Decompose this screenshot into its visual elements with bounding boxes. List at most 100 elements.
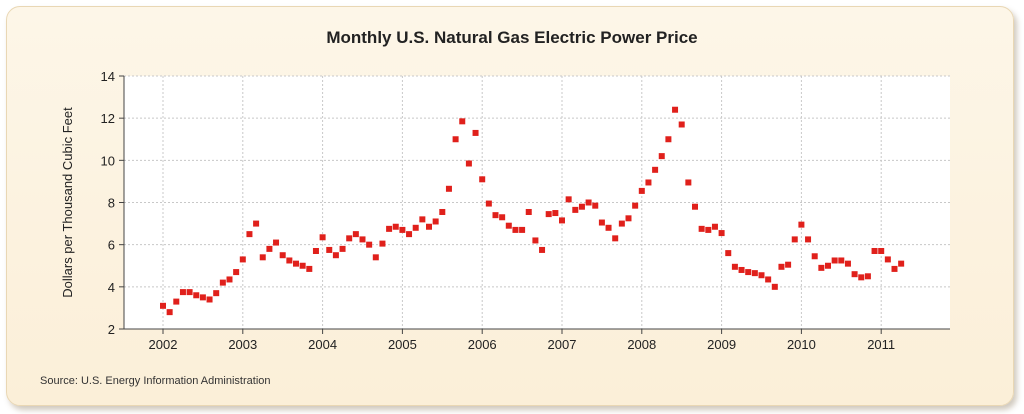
- x-tick-label: 2007: [548, 337, 577, 352]
- data-point: [479, 176, 486, 183]
- data-point: [705, 226, 712, 233]
- data-point: [638, 187, 645, 194]
- data-point: [618, 220, 625, 227]
- data-point: [519, 226, 526, 233]
- data-point: [286, 257, 293, 264]
- data-point: [186, 289, 193, 296]
- y-tick-label: 8: [108, 196, 115, 211]
- data-point: [632, 202, 639, 209]
- data-point: [419, 216, 426, 223]
- data-point: [718, 230, 725, 237]
- data-point: [213, 290, 220, 297]
- data-point: [499, 214, 506, 221]
- data-points: [160, 106, 905, 316]
- data-point: [306, 265, 313, 272]
- data-point: [166, 309, 173, 316]
- data-point: [326, 246, 333, 253]
- data-point: [346, 235, 353, 242]
- data-point: [731, 263, 738, 270]
- data-point: [838, 257, 845, 264]
- data-point: [293, 260, 299, 267]
- data-point: [692, 203, 698, 210]
- data-point: [765, 276, 772, 283]
- data-point: [366, 241, 373, 248]
- x-tick-label: 2003: [228, 337, 257, 352]
- data-point: [864, 273, 871, 280]
- axes: [119, 75, 950, 334]
- data-point: [811, 253, 818, 260]
- data-point: [299, 262, 306, 269]
- gridlines: [124, 75, 950, 329]
- data-point: [233, 269, 240, 276]
- data-point: [898, 260, 905, 267]
- data-point: [432, 218, 439, 225]
- data-point: [652, 166, 659, 173]
- data-point: [605, 224, 612, 231]
- data-point: [199, 294, 206, 301]
- x-tick-label: 2004: [308, 337, 337, 352]
- data-point: [485, 200, 492, 207]
- data-point: [173, 298, 180, 305]
- data-point: [878, 247, 885, 254]
- y-tick-label: 2: [108, 322, 115, 337]
- data-point: [539, 246, 546, 253]
- data-point: [352, 231, 359, 238]
- data-point: [871, 247, 878, 254]
- data-point: [532, 237, 539, 244]
- data-point: [412, 224, 419, 231]
- y-tick-labels: 2 4 6 8 10 12 14: [101, 69, 115, 337]
- data-point: [406, 231, 413, 238]
- data-point: [798, 221, 805, 228]
- data-point: [452, 136, 459, 143]
- data-point: [685, 179, 692, 186]
- data-point: [758, 272, 765, 279]
- y-tick-label: 14: [101, 69, 115, 84]
- data-point: [891, 265, 898, 272]
- x-tick-label: 2002: [149, 337, 178, 352]
- data-point: [884, 256, 891, 263]
- data-point: [658, 153, 665, 160]
- data-point: [392, 223, 399, 230]
- data-point: [246, 231, 253, 238]
- data-point: [339, 245, 346, 252]
- x-tick-label: 2006: [468, 337, 497, 352]
- x-tick-label: 2005: [388, 337, 417, 352]
- data-point: [844, 260, 851, 267]
- data-point: [818, 264, 825, 271]
- y-tick-label: 12: [101, 111, 115, 126]
- source-note: Source: U.S. Energy Information Administ…: [40, 375, 271, 387]
- x-tick-label: 2008: [627, 337, 656, 352]
- data-point: [193, 292, 200, 299]
- data-point: [725, 250, 732, 257]
- data-point: [372, 254, 379, 261]
- data-point: [612, 235, 619, 242]
- data-point: [559, 217, 565, 224]
- data-point: [598, 219, 605, 226]
- data-point: [279, 252, 286, 259]
- data-point: [645, 179, 652, 186]
- data-point: [711, 223, 718, 230]
- data-point: [512, 226, 519, 233]
- data-point: [851, 271, 858, 278]
- data-point: [738, 266, 745, 273]
- data-point: [426, 223, 432, 230]
- data-point: [505, 222, 512, 229]
- data-point: [273, 239, 280, 246]
- x-tick-label: 2011: [867, 337, 895, 352]
- y-axis-title: Dollars per Thousand Cubic Feet: [60, 107, 75, 298]
- x-tick-label: 2010: [787, 337, 816, 352]
- data-point: [386, 225, 393, 232]
- data-point: [492, 212, 499, 219]
- data-point: [785, 261, 792, 268]
- data-point: [805, 236, 812, 243]
- data-point: [585, 199, 592, 206]
- y-tick-label: 10: [101, 153, 115, 168]
- y-tick-label: 4: [108, 280, 115, 295]
- data-point: [672, 106, 679, 113]
- data-point: [831, 257, 838, 264]
- data-point: [459, 118, 466, 125]
- data-point: [825, 262, 831, 269]
- data-point: [179, 289, 186, 296]
- data-point: [359, 236, 366, 243]
